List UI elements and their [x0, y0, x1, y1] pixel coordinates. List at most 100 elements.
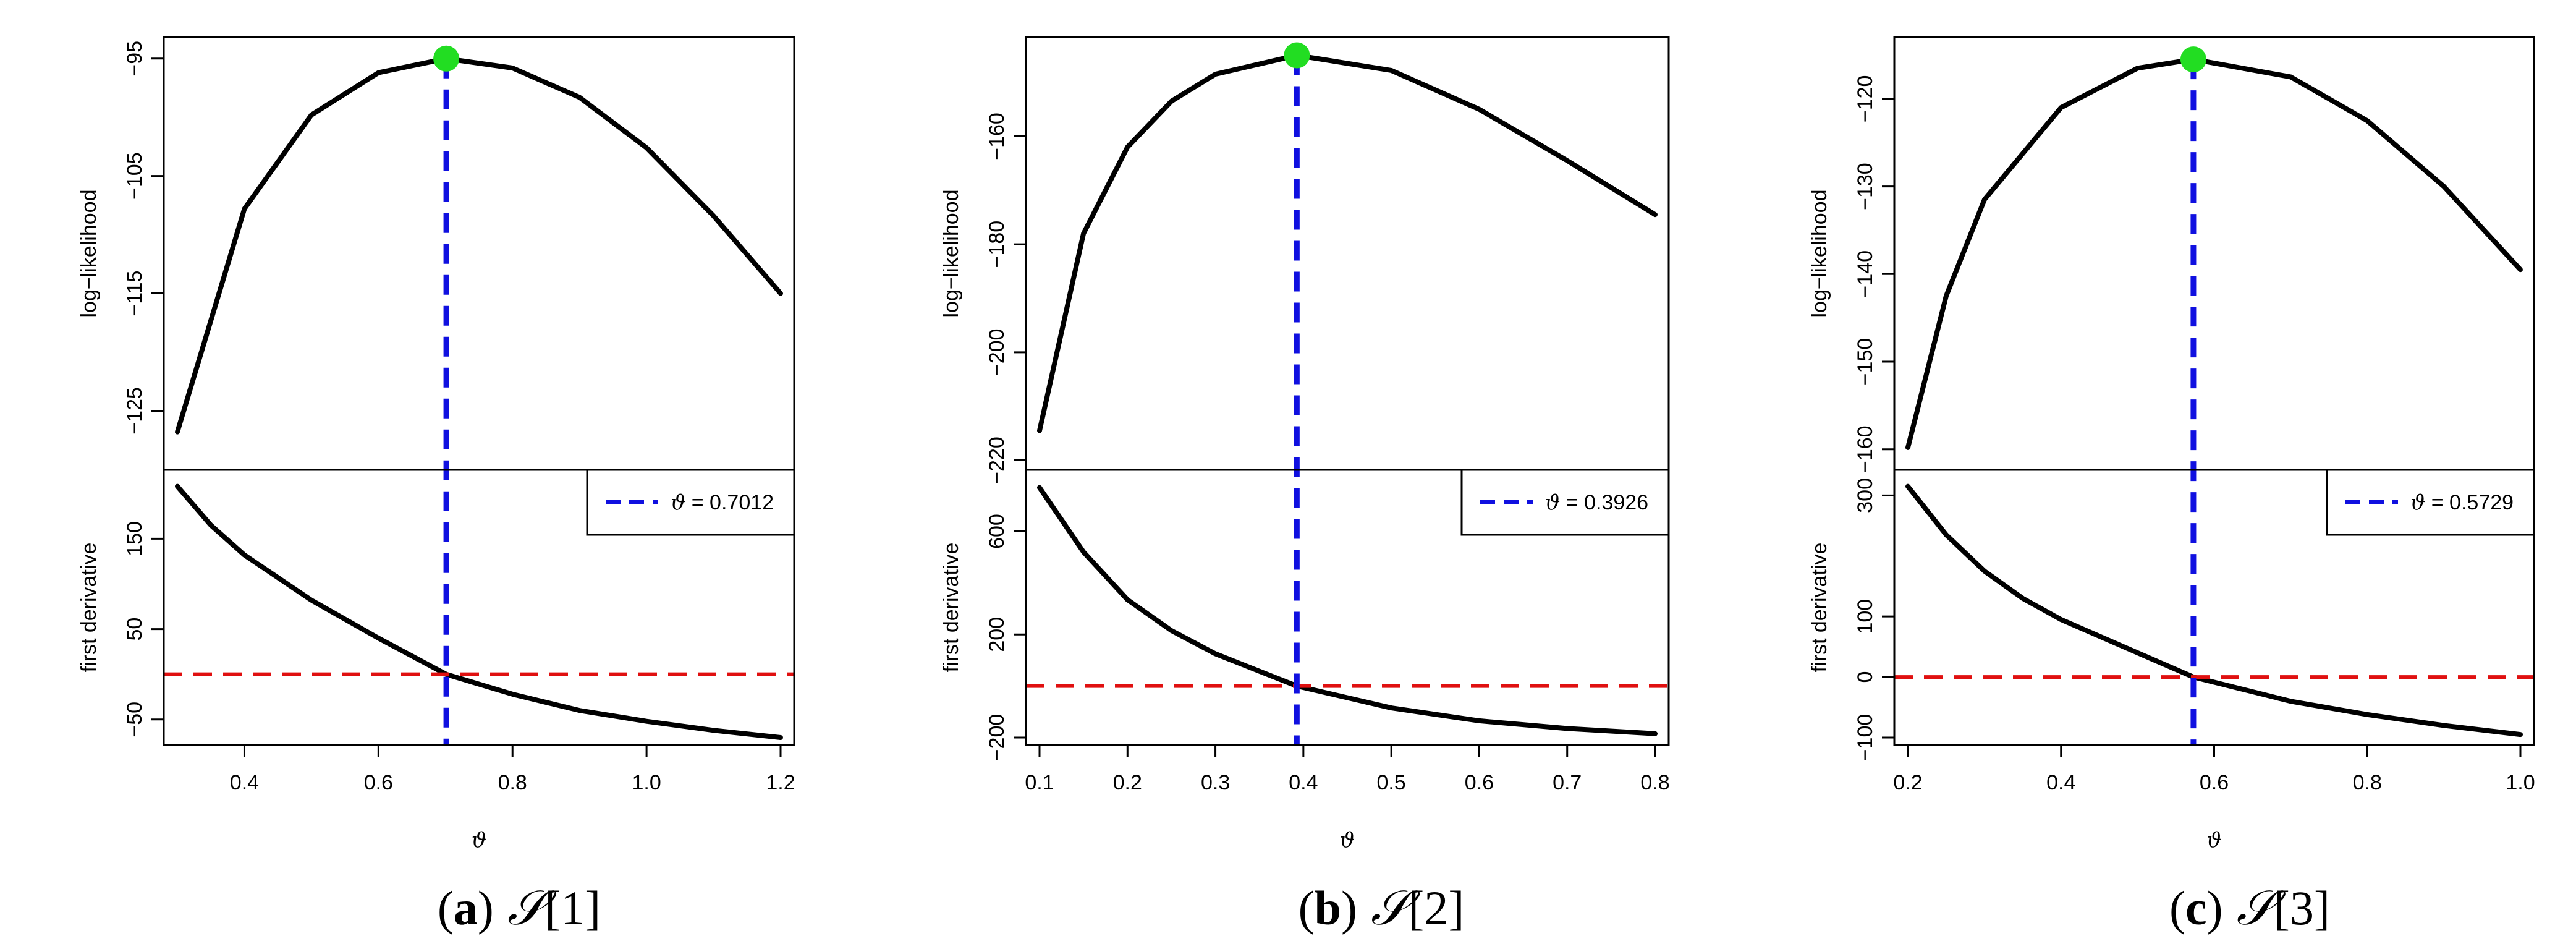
top-y-axis-label: log−likelihood — [1808, 190, 1831, 318]
bottom-y-tick-label: 300 — [1854, 478, 1877, 513]
bottom-y-tick-label: 100 — [1854, 599, 1877, 634]
x-tick-label: 0.4 — [230, 771, 259, 794]
x-tick-label: 0.2 — [1113, 771, 1142, 794]
bottom-y-tick-label: −50 — [123, 702, 146, 738]
caption-open: ( — [2169, 881, 2185, 935]
top-y-tick-label: −140 — [1854, 250, 1877, 298]
caption-index: [2] — [1408, 881, 1464, 935]
bottom-y-tick-label: 150 — [123, 521, 146, 556]
legend-label: ϑ = 0.3926 — [1545, 490, 1648, 515]
x-tick-label: 0.4 — [2046, 771, 2075, 794]
legend-box — [1460, 469, 1670, 536]
panel-caption: (a) 𝒮[1] — [438, 880, 601, 936]
legend: ϑ = 0.3926 — [1460, 469, 1670, 536]
bottom-y-tick-label: 200 — [985, 617, 1009, 652]
x-tick-label: 0.6 — [2200, 771, 2229, 794]
x-tick-label: 0.8 — [2353, 771, 2382, 794]
legend-symbol: ϑ — [2410, 490, 2425, 515]
caption-open: ( — [438, 881, 454, 935]
legend-value: = 0.5729 — [2425, 491, 2514, 514]
bottom-y-axis-label: first derivative — [1808, 543, 1831, 673]
bottom-curve-line — [1905, 483, 2523, 738]
top-y-tick-label: −115 — [123, 271, 146, 317]
top-y-axis-label: log−likelihood — [939, 190, 963, 318]
x-axis-label: ϑ — [2206, 828, 2221, 853]
top-y-tick-label: −160 — [1854, 425, 1877, 473]
top-plot-frame — [1893, 36, 2535, 471]
bottom-subplot: 300 100 0 −100 first derivative — [1808, 478, 2523, 762]
chart-panel-3: −120 −130 −140 −150 −160 log−likelihood 300 100… — [1808, 36, 2535, 936]
bottom-y-tick-label: 600 — [985, 514, 1009, 549]
x-tick-label: 0.8 — [1640, 771, 1669, 794]
top-plot-frame — [163, 36, 795, 471]
x-axis-label: ϑ — [472, 828, 486, 853]
bottom-curve-line — [1037, 485, 1658, 736]
top-y-tick-label: −105 — [123, 152, 146, 200]
x-tick-label: 0.4 — [1289, 771, 1318, 794]
legend-symbol: ϑ — [671, 490, 685, 515]
maximum-point — [2180, 46, 2206, 73]
x-tick-label: 0.7 — [1553, 771, 1582, 794]
x-tick-label: 0.6 — [1465, 771, 1494, 794]
top-y-tick-label: −95 — [123, 41, 146, 77]
x-tick-label: 1.0 — [632, 771, 661, 794]
caption-letter: b — [1315, 881, 1341, 935]
top-y-tick-label: −180 — [985, 221, 1009, 268]
top-y-tick-label: −125 — [123, 387, 146, 435]
top-subplot: −95 −105 −115 −125 log−likelihood — [77, 41, 783, 435]
bottom-y-tick-label: 50 — [123, 618, 146, 641]
legend-label: ϑ = 0.7012 — [671, 490, 774, 515]
top-subplot: −120 −130 −140 −150 −160 log−likelihood — [1808, 57, 2523, 473]
legend-box — [2326, 469, 2535, 536]
top-curve-line — [1905, 57, 2523, 450]
legend-value: = 0.7012 — [685, 491, 774, 514]
x-tick-label: 0.5 — [1377, 771, 1406, 794]
bottom-subplot: 600 200 −200 first derivative — [939, 485, 1658, 762]
top-y-tick-label: −130 — [1854, 163, 1877, 210]
bottom-y-tick-label: 0 — [1854, 671, 1877, 683]
caption-close: ) — [478, 881, 494, 935]
legend-value: = 0.3926 — [1560, 491, 1648, 514]
legend: ϑ = 0.7012 — [586, 469, 795, 536]
x-tick-label: 0.1 — [1025, 771, 1054, 794]
x-axis-label: ϑ — [1340, 828, 1355, 853]
x-tick-label: 1.0 — [2506, 771, 2535, 794]
top-plot-frame — [1025, 36, 1670, 471]
panel-caption: (c) 𝒮[3] — [2169, 880, 2330, 936]
legend-label: ϑ = 0.5729 — [2410, 490, 2514, 515]
legend-symbol: ϑ — [1545, 490, 1560, 515]
x-tick-label: 0.8 — [498, 771, 527, 794]
top-curve-line — [175, 56, 783, 435]
top-curve-line — [1037, 53, 1658, 433]
caption-letter: c — [2185, 881, 2207, 935]
chart-panel-1: −95 −105 −115 −125 log−likelihood 150 50 −50 fir… — [77, 36, 795, 936]
maximum-point — [1284, 42, 1310, 69]
caption-index: [3] — [2274, 881, 2330, 935]
top-y-tick-label: −120 — [1854, 75, 1877, 123]
top-y-tick-label: −150 — [1854, 338, 1877, 386]
legend: ϑ = 0.5729 — [2326, 469, 2535, 536]
top-y-tick-label: −200 — [985, 329, 1009, 377]
legend-box — [586, 469, 795, 536]
top-subplot: −160 −180 −200 −220 log−likelihood — [939, 53, 1658, 484]
bottom-y-tick-label: −100 — [1854, 714, 1877, 762]
bottom-y-axis-label: first derivative — [939, 543, 963, 673]
panel-caption: (b) 𝒮[2] — [1299, 880, 1465, 936]
x-tick-label: 1.2 — [766, 771, 795, 794]
top-y-tick-label: −220 — [985, 436, 1009, 484]
top-y-tick-label: −160 — [985, 113, 1009, 160]
caption-close: ) — [1341, 881, 1357, 935]
caption-letter: a — [454, 881, 478, 935]
caption-index: [1] — [544, 881, 601, 935]
x-tick-label: 0.2 — [1893, 771, 1922, 794]
caption-close: ) — [2207, 881, 2223, 935]
bottom-y-axis-label: first derivative — [77, 543, 101, 673]
bottom-y-tick-label: −200 — [985, 714, 1009, 762]
caption-open: ( — [1299, 881, 1315, 935]
chart-panel-2: −160 −180 −200 −220 log−likelihood 600 200 −200… — [939, 36, 1670, 936]
x-tick-label: 0.3 — [1201, 771, 1230, 794]
x-tick-label: 0.6 — [364, 771, 393, 794]
maximum-point — [433, 45, 460, 72]
top-y-axis-label: log−likelihood — [77, 190, 101, 318]
